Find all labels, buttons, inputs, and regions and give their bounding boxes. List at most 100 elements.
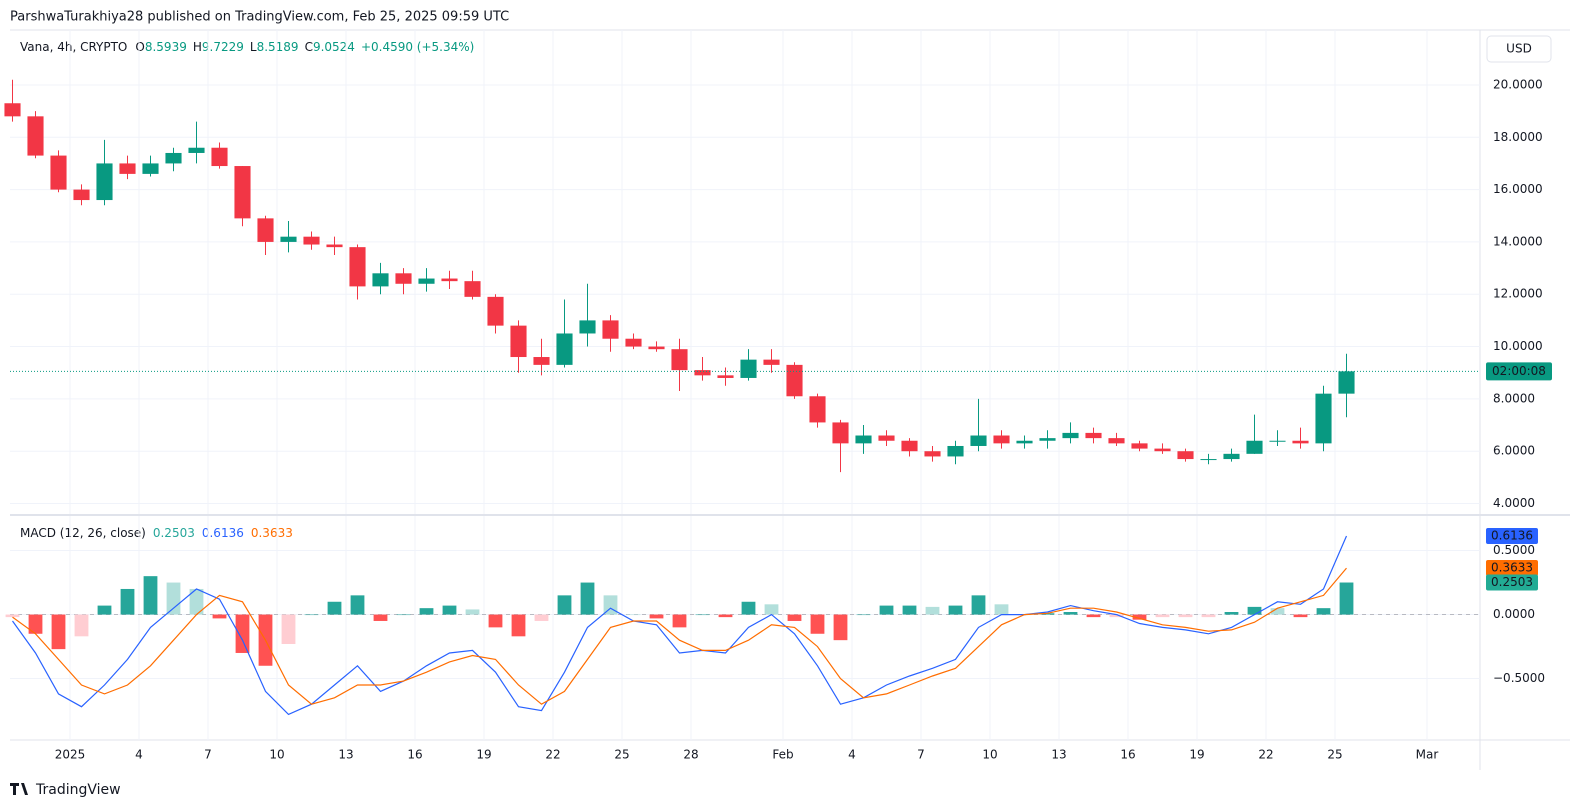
legend-value: 0.3633 [251,526,293,540]
histogram-bar [1224,612,1239,615]
candle-body [510,325,527,358]
histogram-bar [649,614,664,619]
x-tick-label: 4 [135,748,143,762]
candle-body [1131,443,1148,449]
value-box [1486,574,1538,591]
histogram-bar [304,614,319,616]
x-tick-label: 25 [1327,748,1342,762]
x-tick-label: 25 [614,748,629,762]
candle-body [211,147,228,167]
footer-logo: TradingView [10,782,121,798]
histogram-bar [534,614,549,621]
x-tick-label: 19 [1189,748,1204,762]
histogram-bar [373,614,388,621]
histogram-bar [120,588,135,615]
histogram-bar [281,614,296,644]
candle-body [1223,453,1240,460]
histogram-bar [1293,614,1308,618]
candle-body [1315,393,1332,444]
candle-body [50,155,67,190]
histogram-bar [672,614,687,628]
y-tick-label: 20.0000 [1493,77,1543,91]
histogram-bar [1178,614,1193,618]
histogram-bar [787,614,802,621]
histogram-bar [1086,614,1101,618]
y-tick-label: 18.0000 [1493,130,1543,144]
currency-button[interactable] [1486,35,1552,63]
histogram-bar [1155,614,1170,618]
ohlc-value: 9.7229 [202,40,244,54]
histogram-bar [488,614,503,628]
x-tick-label: 13 [1051,748,1066,762]
x-tick-label: 7 [917,748,925,762]
histogram-bar [74,614,89,637]
histogram-bar [1063,612,1078,615]
candle-body [1039,438,1056,441]
candle-body [924,451,941,457]
candle-body [855,435,872,444]
candle-body [1292,440,1309,444]
candle-body [694,370,711,376]
ohlc-value: 8.5939 [145,40,187,54]
histogram-bar [971,595,986,615]
change: +0.4590 (+5.34%) [361,40,474,54]
candle-body [188,147,205,153]
candle-body [832,422,849,444]
candle-body [1177,451,1194,460]
candle-body [878,435,895,441]
histogram-bar [948,605,963,615]
x-tick-label: 10 [269,748,284,762]
macd-line [12,567,1347,705]
candle-body [1200,459,1217,461]
histogram-bar [212,614,227,619]
ohlc-key: C [305,40,313,54]
currency[interactable]: USD [1506,42,1532,56]
legend-value: 0.6136 [202,526,244,540]
candle-body [487,296,504,326]
histogram-bar [580,582,595,615]
candle-body [349,247,366,287]
candle-body [142,163,159,174]
candle-body [73,189,90,201]
candle-body [165,152,182,164]
y-tick-label: 4.0000 [1493,496,1535,510]
candle-body [1246,440,1263,454]
candle-body [418,278,435,284]
y-tick-label: 0.5000 [1493,543,1535,557]
histogram-bar [718,614,733,618]
histogram-bar [350,595,365,615]
candle-body [303,236,320,245]
ohlc-value: 9.0524 [313,40,355,54]
ohlc-key: H [193,40,202,54]
candle-body [1154,448,1171,452]
histogram-bar [51,614,66,650]
candle-body [947,445,964,457]
candle-body [1062,432,1079,439]
candle-body [326,244,343,248]
candle-body [1016,440,1033,444]
candle-body [648,346,665,350]
candle-body [901,440,918,452]
candle-body [4,103,21,117]
candle-body [119,163,136,174]
x-tick-label: Feb [772,748,793,762]
histogram-bar [143,576,158,615]
countdown: 02:00:08 [1492,364,1546,378]
countdown-box [1486,362,1552,381]
x-tick-label: 13 [338,748,353,762]
candle-body [234,166,251,219]
histogram-bar [925,606,940,615]
value-box [1486,560,1538,577]
histogram-bar [511,614,526,637]
histogram-bar [1109,614,1124,618]
y-tick-label: 10.0000 [1493,339,1543,353]
candle-body [740,359,757,378]
logo-mark [10,783,28,795]
histogram-bar [1132,614,1147,620]
ohlc-key: O [135,40,144,54]
histogram-bar [5,614,20,618]
byline: ParshwaTurakhiya28 published on TradingV… [10,10,509,25]
histogram-bar [189,588,204,615]
